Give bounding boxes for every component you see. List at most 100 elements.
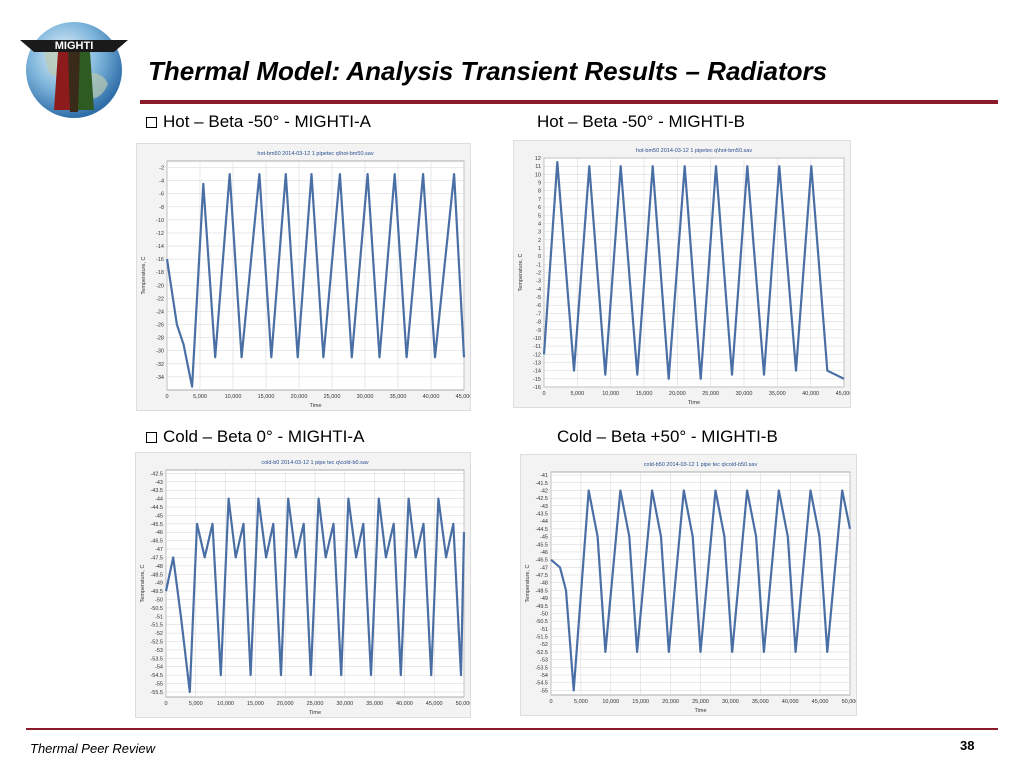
y-tick-label: -51	[540, 627, 548, 633]
y-tick-label: 4	[538, 221, 541, 227]
x-tick-label: 45,000	[456, 394, 470, 400]
temperature-series-line	[164, 497, 466, 694]
y-tick-label: 12	[535, 156, 541, 162]
x-tick-label: 20,000	[669, 391, 686, 397]
y-tick-label: -26	[156, 323, 164, 329]
y-tick-label: -4	[536, 287, 541, 293]
x-tick-label: 20,000	[291, 394, 308, 400]
chart-title: hot-bm50 2014-03-12 1 pipetec q\hot-bm50…	[257, 151, 373, 157]
y-tick-label: -48.5	[535, 588, 548, 594]
x-tick-label: 25,000	[307, 701, 324, 707]
y-tick-label: -44	[540, 519, 548, 525]
y-tick-label: -2	[159, 166, 164, 172]
chart-svg: cold-b50 2014-03-12 1 pipe tec q\cold-b5…	[525, 462, 856, 714]
y-tick-label: -54.5	[535, 681, 548, 687]
subtitle-text: Hot – Beta -50° - MIGHTI-A	[163, 112, 372, 131]
y-tick-label: 8	[538, 189, 541, 195]
x-tick-label: 50,000	[456, 701, 470, 707]
x-axis-label: Time	[309, 403, 321, 409]
y-tick-label: -16	[156, 257, 164, 263]
y-tick-label: -47	[540, 565, 548, 571]
logo-text: MIGHTI	[55, 40, 94, 52]
footer-divider	[26, 728, 998, 730]
y-tick-label: 0	[538, 254, 541, 260]
y-tick-label: -1	[536, 262, 541, 268]
chart-title: cold-b50 2014-03-12 1 pipe tec q\cold-b5…	[644, 462, 758, 468]
x-axis-label: Time	[694, 708, 706, 714]
chart-panel-cold-a: cold-b0 2014-03-12 1 pipe tec q\cold-b0.…	[135, 452, 471, 718]
y-tick-label: -46	[540, 550, 548, 556]
y-tick-label: -45.5	[535, 542, 548, 548]
checkbox-bullet-icon	[146, 431, 157, 443]
x-tick-label: 25,000	[702, 391, 719, 397]
y-tick-label: -47	[155, 547, 163, 553]
y-tick-label: -46.5	[150, 539, 163, 545]
y-tick-label: -48	[540, 581, 548, 587]
y-tick-label: -55	[540, 688, 548, 694]
y-tick-label: -12	[156, 231, 164, 237]
y-tick-label: -14	[156, 244, 164, 250]
y-tick-label: -43.5	[150, 488, 163, 494]
x-tick-label: 15,000	[636, 391, 653, 397]
x-tick-label: 10,000	[217, 701, 234, 707]
y-tick-label: -32	[156, 362, 164, 368]
y-tick-label: 10	[535, 172, 541, 178]
subtitle-text: Cold – Beta +50° - MIGHTI-B	[557, 427, 778, 446]
y-tick-label: -43	[155, 480, 163, 486]
y-tick-label: -49.5	[535, 604, 548, 610]
y-tick-label: -30	[156, 349, 164, 355]
y-tick-label: -48	[155, 564, 163, 570]
x-tick-label: 45,000	[812, 699, 829, 705]
x-tick-label: 0	[549, 699, 552, 705]
y-tick-label: -54	[155, 665, 163, 671]
y-tick-label: 1	[538, 246, 541, 252]
y-tick-label: -10	[156, 218, 164, 224]
y-tick-label: -8	[159, 205, 164, 211]
y-tick-label: -28	[156, 336, 164, 342]
y-tick-label: -18	[156, 270, 164, 276]
slide-title: Thermal Model: Analysis Transient Result…	[148, 56, 828, 86]
y-tick-label: -52	[540, 642, 548, 648]
temperature-series-line	[542, 161, 845, 380]
y-tick-label: -51.5	[535, 635, 548, 641]
y-tick-label: -44	[155, 497, 163, 503]
y-tick-label: -42.5	[535, 496, 548, 502]
x-tick-label: 30,000	[736, 391, 753, 397]
y-tick-label: -45	[155, 513, 163, 519]
y-tick-label: -47.5	[535, 573, 548, 579]
y-tick-label: -42	[540, 488, 548, 494]
y-tick-label: -46.5	[535, 558, 548, 564]
y-tick-label: -43.5	[535, 512, 548, 518]
chart-svg: hot-bm50 2014-03-12 1 pipetec q\hot-bm50…	[518, 148, 850, 406]
x-axis-label: Time	[688, 400, 700, 406]
x-tick-label: 15,000	[258, 394, 275, 400]
x-tick-label: 40,000	[782, 699, 799, 705]
y-tick-label: -44.5	[150, 505, 163, 511]
footer-label: Thermal Peer Review	[30, 741, 155, 756]
chart-svg: hot-bm50 2014-03-12 1 pipetec q\hot-bm50…	[141, 151, 470, 409]
x-tick-label: 50,000	[842, 699, 856, 705]
x-tick-label: 40,000	[802, 391, 819, 397]
chart-title: hot-bm50 2014-03-12 1 pipetec q\hot-bm50…	[636, 148, 752, 154]
y-tick-label: -11	[533, 344, 541, 350]
y-tick-label: -6	[536, 303, 541, 309]
y-tick-label: -52.5	[535, 650, 548, 656]
x-tick-label: 30,000	[357, 394, 374, 400]
x-tick-label: 15,000	[632, 699, 649, 705]
x-tick-label: 10,000	[225, 394, 242, 400]
x-tick-label: 30,000	[336, 701, 353, 707]
y-tick-label: -12	[533, 352, 541, 358]
x-tick-label: 40,000	[396, 701, 413, 707]
y-tick-label: -50.5	[535, 619, 548, 625]
y-tick-label: -16	[533, 385, 541, 391]
y-tick-label: -15	[533, 377, 541, 383]
y-tick-label: -49	[540, 596, 548, 602]
y-tick-label: -52.5	[150, 640, 163, 646]
x-tick-label: 5,000	[193, 394, 207, 400]
chart-svg: cold-b0 2014-03-12 1 pipe tec q\cold-b0.…	[140, 460, 470, 716]
x-tick-label: 35,000	[752, 699, 769, 705]
y-tick-label: -50	[540, 611, 548, 617]
y-tick-label: -45.5	[150, 522, 163, 528]
x-tick-label: 45,000	[836, 391, 850, 397]
subtitle-cold-a: Cold – Beta 0° - MIGHTI-A	[146, 427, 364, 447]
